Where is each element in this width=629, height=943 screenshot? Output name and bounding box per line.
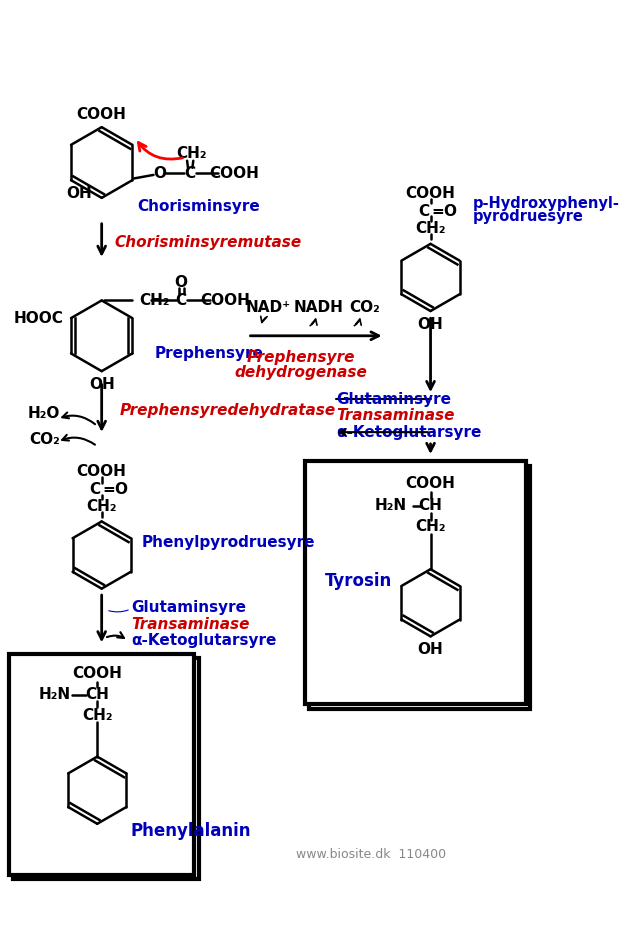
Text: dehydrogenase: dehydrogenase xyxy=(234,366,367,380)
Text: Chorisminsyremutase: Chorisminsyremutase xyxy=(115,235,302,250)
Text: Glutaminsyre: Glutaminsyre xyxy=(336,392,451,407)
Text: NADH: NADH xyxy=(293,300,343,315)
Text: CH₂: CH₂ xyxy=(415,520,446,535)
Text: Phenylpyrodruesyre: Phenylpyrodruesyre xyxy=(142,536,315,550)
Text: Prephensyredehydratase: Prephensyredehydratase xyxy=(120,403,336,418)
Text: Phenylalanin: Phenylalanin xyxy=(131,822,252,840)
Text: p-Hydroxyphenyl-: p-Hydroxyphenyl- xyxy=(473,196,620,210)
Text: CH₂: CH₂ xyxy=(82,707,113,722)
Text: HOOC: HOOC xyxy=(14,310,64,325)
Text: COOH: COOH xyxy=(406,186,455,201)
Bar xyxy=(305,461,526,704)
Text: CH: CH xyxy=(419,498,442,513)
Text: pyrodruesyre: pyrodruesyre xyxy=(473,209,584,223)
Text: OH: OH xyxy=(418,642,443,657)
Text: CO₂: CO₂ xyxy=(30,432,60,447)
Text: Prephensyre: Prephensyre xyxy=(155,346,264,361)
Text: COOH: COOH xyxy=(72,666,122,681)
Text: CH: CH xyxy=(86,687,109,703)
Text: OH: OH xyxy=(89,377,114,392)
Text: O: O xyxy=(443,204,457,219)
Text: Transaminase: Transaminase xyxy=(336,408,454,422)
Text: H₂N: H₂N xyxy=(38,687,70,703)
Text: CH₂: CH₂ xyxy=(139,293,169,308)
Text: C: C xyxy=(418,204,429,219)
Text: Tyrosin: Tyrosin xyxy=(325,571,392,589)
Text: α-Ketoglutarsyre: α-Ketoglutarsyre xyxy=(336,424,481,439)
Text: Transaminase: Transaminase xyxy=(131,618,249,633)
Text: OH: OH xyxy=(67,186,92,201)
Text: COOH: COOH xyxy=(201,293,250,308)
Text: COOH: COOH xyxy=(406,476,455,491)
Bar xyxy=(9,654,194,875)
Text: CH₂: CH₂ xyxy=(176,146,207,161)
Bar xyxy=(13,658,199,880)
Text: CH₂: CH₂ xyxy=(86,499,117,514)
Text: O: O xyxy=(175,275,187,290)
Text: C: C xyxy=(184,166,196,181)
Text: H₂O: H₂O xyxy=(28,406,60,422)
Text: www.biosite.dk  110400: www.biosite.dk 110400 xyxy=(296,849,447,861)
Text: Prephensyre: Prephensyre xyxy=(247,350,355,365)
Text: =: = xyxy=(431,204,444,219)
Text: OH: OH xyxy=(418,317,443,332)
Text: Chorisminsyre: Chorisminsyre xyxy=(137,199,260,214)
Text: C: C xyxy=(175,293,187,308)
Text: O: O xyxy=(153,166,166,181)
Text: CO₂: CO₂ xyxy=(349,300,380,315)
Bar xyxy=(309,466,530,709)
Text: NAD⁺: NAD⁺ xyxy=(245,300,291,315)
Text: Glutaminsyre: Glutaminsyre xyxy=(131,600,246,615)
Text: α-Ketoglutarsyre: α-Ketoglutarsyre xyxy=(131,634,276,648)
Text: COOH: COOH xyxy=(209,166,259,181)
Text: =: = xyxy=(103,482,115,497)
Text: CH₂: CH₂ xyxy=(415,222,446,237)
Text: COOH: COOH xyxy=(77,108,126,123)
Text: O: O xyxy=(114,482,128,497)
Text: H₂N: H₂N xyxy=(374,498,407,513)
Text: COOH: COOH xyxy=(77,465,126,479)
Text: C: C xyxy=(89,482,100,497)
